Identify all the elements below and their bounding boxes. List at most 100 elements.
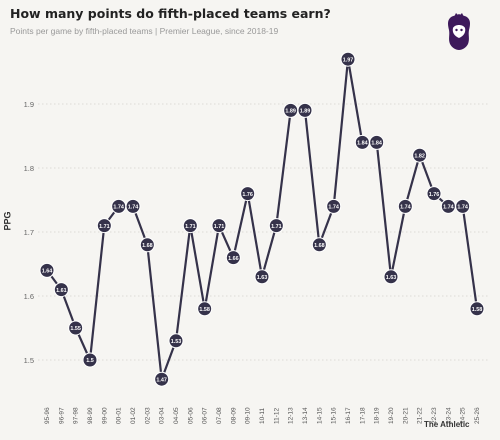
x-tick-label: 00-01 — [116, 407, 123, 424]
data-label: 1.76 — [429, 192, 440, 198]
x-tick-label: 96-97 — [58, 407, 65, 424]
x-tick-label: 20-21 — [402, 407, 409, 424]
data-label: 1.74 — [443, 205, 454, 211]
data-label: 1.84 — [357, 141, 368, 147]
data-point — [469, 301, 485, 317]
x-tick-label: 16-17 — [345, 407, 352, 424]
data-label: 1.74 — [128, 205, 139, 211]
x-tick-label: 21-22 — [417, 407, 424, 424]
x-tick-label: 97-98 — [73, 407, 80, 424]
y-tick-label: 1.6 — [24, 292, 34, 301]
data-label: 1.71 — [99, 224, 110, 230]
data-label: 1.74 — [328, 205, 339, 211]
data-label: 1.61 — [56, 288, 67, 294]
x-tick-label: 15-16 — [331, 407, 338, 424]
data-label: 1.97 — [343, 57, 354, 63]
data-point — [225, 250, 241, 266]
data-point — [326, 198, 342, 214]
data-label: 1.71 — [214, 224, 225, 230]
y-tick-label: 1.5 — [24, 356, 34, 365]
data-point — [426, 186, 442, 202]
x-tick-label: 11-12 — [273, 407, 280, 424]
x-tick-label: 13-14 — [302, 407, 309, 424]
x-tick-label: 24-25 — [460, 407, 467, 424]
data-label: 1.64 — [42, 269, 53, 275]
data-label: 1.58 — [472, 307, 483, 313]
data-point — [369, 134, 385, 150]
x-tick-label: 10-11 — [259, 407, 266, 424]
y-tick-label: 1.9 — [24, 100, 34, 109]
x-tick-label: 08-09 — [230, 407, 237, 424]
data-point — [340, 51, 356, 67]
x-tick-label: 09-10 — [245, 407, 252, 424]
data-label: 1.74 — [400, 205, 411, 211]
chart-title: How many points do fifth-placed teams ea… — [10, 6, 331, 21]
data-label: 1.71 — [271, 224, 282, 230]
x-tick-label: 25-26 — [474, 407, 481, 424]
data-point — [268, 218, 284, 234]
x-tick-label: 03-04 — [159, 407, 166, 424]
data-label: 1.74 — [113, 205, 124, 211]
data-label: 1.63 — [257, 275, 268, 281]
series-line — [46, 58, 479, 381]
data-point — [39, 262, 55, 278]
data-point — [139, 237, 155, 253]
chart-subtitle: Points per game by fifth-placed teams | … — [10, 26, 279, 36]
data-label: 1.58 — [199, 307, 210, 313]
data-label: 1.89 — [285, 109, 296, 115]
the-athletic-brand: The Athletic — [424, 420, 470, 429]
x-tick-label: 23-24 — [445, 407, 452, 424]
data-label: 1.68 — [314, 243, 325, 249]
x-tick-label: 07-08 — [216, 407, 223, 424]
data-point — [82, 352, 98, 368]
data-point — [96, 218, 112, 234]
x-tick-label: 18-19 — [374, 407, 381, 424]
x-tick-label: 99-00 — [101, 407, 108, 424]
data-label: 1.76 — [242, 192, 253, 198]
premier-league-lion-icon — [448, 13, 470, 50]
x-tick-label: 04-05 — [173, 407, 180, 424]
data-point — [168, 333, 184, 349]
data-point — [412, 147, 428, 163]
data-label: 1.63 — [386, 275, 397, 281]
data-point — [197, 301, 213, 317]
x-tick-label: 05-06 — [187, 407, 194, 424]
x-tick-label: 12-13 — [288, 407, 295, 424]
data-point — [211, 218, 227, 234]
data-label: 1.71 — [185, 224, 196, 230]
data-point — [455, 198, 471, 214]
x-tick-label: 22-23 — [431, 407, 438, 424]
data-label: 1.89 — [300, 109, 311, 115]
data-label: 1.5 — [86, 358, 94, 364]
y-tick-label: 1.8 — [24, 164, 34, 173]
data-label: 1.84 — [371, 141, 382, 147]
data-point — [154, 371, 170, 387]
data-point — [125, 198, 141, 214]
x-tick-label: 06-07 — [202, 407, 209, 424]
data-label: 1.53 — [171, 339, 182, 345]
data-label: 1.55 — [70, 326, 81, 332]
data-point — [240, 186, 256, 202]
data-label: 1.68 — [142, 243, 153, 249]
data-point — [397, 198, 413, 214]
data-point — [182, 218, 198, 234]
x-tick-label: 01-02 — [130, 407, 137, 424]
data-point — [68, 320, 84, 336]
data-point — [53, 282, 69, 298]
x-tick-label: 95-96 — [44, 407, 51, 424]
data-label: 1.82 — [414, 153, 425, 159]
data-label: 1.66 — [228, 256, 239, 262]
data-point — [254, 269, 270, 285]
data-point — [311, 237, 327, 253]
x-tick-label: 02-03 — [144, 407, 151, 424]
data-label: 1.74 — [457, 205, 468, 211]
x-tick-label: 14-15 — [316, 407, 323, 424]
data-point — [297, 102, 313, 118]
x-tick-label: 19-20 — [388, 407, 395, 424]
y-tick-label: 1.7 — [24, 228, 34, 237]
x-tick-label: 98-99 — [87, 407, 94, 424]
data-label: 1.47 — [156, 377, 167, 383]
x-tick-label: 17-18 — [359, 407, 366, 424]
data-point — [383, 269, 399, 285]
